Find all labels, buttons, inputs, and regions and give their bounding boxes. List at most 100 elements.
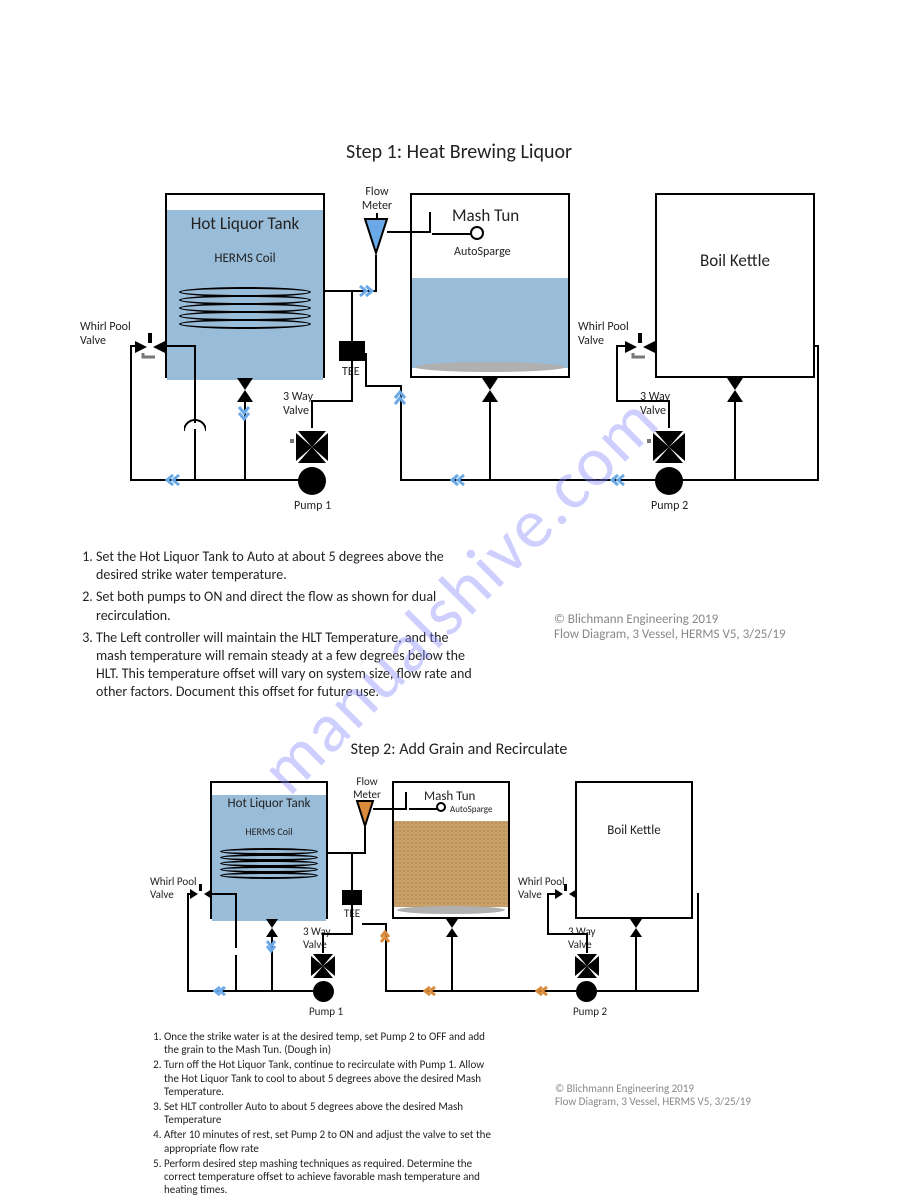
mashtun-label-2: Mash Tun bbox=[424, 789, 508, 804]
boilkettle-tank-2: Boil Kettle bbox=[575, 781, 693, 919]
whirlpool-valve-right-icon bbox=[625, 333, 655, 361]
autosparge-ring bbox=[470, 226, 484, 240]
pipe bbox=[322, 933, 324, 953]
mash-bottom-valve-icon bbox=[478, 378, 502, 402]
flow-arrow bbox=[237, 405, 251, 421]
pipe bbox=[659, 479, 819, 481]
pipe bbox=[328, 852, 366, 854]
step2-title: Step 2: Add Grain and Recirculate bbox=[0, 740, 918, 759]
pipe bbox=[579, 990, 699, 992]
flow-arrow bbox=[265, 939, 277, 953]
hlt-tank: Hot Liquor Tank HERMS Coil bbox=[165, 193, 325, 378]
threeway-left-label: 3 Way Valve bbox=[283, 390, 323, 418]
pipe bbox=[351, 290, 353, 343]
pipe bbox=[547, 933, 588, 935]
pipe bbox=[211, 893, 237, 895]
pump1-icon-2 bbox=[313, 981, 334, 1002]
pipe bbox=[616, 400, 670, 402]
pipe bbox=[365, 353, 367, 387]
copyright-line2: Flow Diagram, 3 Vessel, HERMS V5, 3/25/1… bbox=[554, 627, 786, 642]
step2-instr-5: Perform desired step mashing techniques … bbox=[164, 1157, 500, 1197]
flow-arrow bbox=[379, 930, 391, 944]
boil-bottom-valve-2 bbox=[627, 919, 645, 937]
flow-arrow bbox=[393, 390, 407, 406]
pipe bbox=[322, 933, 351, 935]
pipe bbox=[362, 923, 387, 925]
pipe bbox=[130, 345, 132, 481]
mashtun-label: Mash Tun bbox=[452, 205, 568, 226]
pipe bbox=[547, 893, 549, 935]
hlt-bottom-valve-2 bbox=[263, 919, 281, 937]
mashtun-grain bbox=[394, 821, 508, 907]
pipe bbox=[235, 893, 237, 948]
pipe bbox=[586, 933, 588, 953]
threeway-valve-left-icon-2 bbox=[307, 950, 339, 982]
pump2-label-2: Pump 2 bbox=[573, 1005, 607, 1018]
pipe bbox=[635, 936, 637, 992]
step1-copyright: © Blichmann Engineering 2019 Flow Diagra… bbox=[554, 612, 786, 642]
pipe bbox=[194, 429, 196, 481]
pipe bbox=[311, 400, 313, 428]
pipe bbox=[817, 345, 819, 481]
whirlpool-left-label: Whirl Pool Valve bbox=[80, 320, 140, 348]
pipe bbox=[405, 792, 407, 810]
hlt-label: Hot Liquor Tank bbox=[167, 213, 323, 234]
step1-instr-3: The Left controller will maintain the HL… bbox=[96, 629, 472, 702]
pipe bbox=[351, 361, 353, 402]
step2-instructions: Once the strike water is at the desired … bbox=[140, 1030, 500, 1198]
pipe bbox=[489, 401, 491, 481]
pipe bbox=[451, 936, 453, 992]
step1-instr-1: Set the Hot Liquor Tank to Auto at about… bbox=[96, 548, 472, 584]
flowmeter-label: Flow Meter bbox=[352, 185, 402, 213]
whirlpool-valve-left-icon bbox=[135, 333, 165, 361]
pipe bbox=[364, 827, 366, 854]
whirlpool-valve-left-icon-2 bbox=[190, 884, 212, 904]
tee-box-2 bbox=[342, 890, 362, 905]
pump1-label: Pump 1 bbox=[294, 499, 331, 513]
boilkettle-label: Boil Kettle bbox=[657, 250, 813, 271]
mashtun-tank-2: Mash Tun AutoSparge bbox=[392, 781, 510, 919]
mash-bottom-valve-2 bbox=[443, 919, 461, 937]
pipe bbox=[351, 905, 353, 935]
boilkettle-tank: Boil Kettle bbox=[655, 193, 815, 378]
pipe bbox=[187, 990, 237, 992]
flowmeter-icon bbox=[363, 217, 389, 257]
step2-instr-4: After 10 minutes of rest, set Pump 2 to … bbox=[164, 1128, 500, 1154]
flowmeter-label-2: Flow Meter bbox=[347, 775, 387, 801]
autosparge-arm bbox=[432, 233, 472, 235]
pump1-label-2: Pump 1 bbox=[309, 1005, 343, 1018]
mashtun-tank: Mash Tun AutoSparge bbox=[410, 193, 570, 378]
copyright-line1: © Blichmann Engineering 2019 bbox=[554, 612, 786, 627]
whirlpool-valve-right-icon-2 bbox=[555, 884, 577, 904]
boil-bottom-valve-icon bbox=[723, 378, 747, 402]
threeway-valve-right-icon bbox=[647, 425, 691, 469]
pipe bbox=[697, 893, 699, 992]
pump2-label: Pump 2 bbox=[651, 499, 688, 513]
threeway-valve-left-icon bbox=[290, 425, 334, 469]
flowmeter-icon-2 bbox=[355, 799, 375, 829]
pipe bbox=[235, 955, 237, 992]
step1-instr-2: Set both pumps to ON and direct the flow… bbox=[96, 588, 472, 624]
herms-coil-2 bbox=[220, 848, 318, 878]
step1-title: Step 1: Heat Brewing Liquor bbox=[0, 140, 918, 164]
hlt-label-2: Hot Liquor Tank bbox=[212, 796, 326, 811]
threeway-valve-right-icon-2 bbox=[571, 950, 603, 982]
pipe bbox=[616, 345, 627, 347]
pipe bbox=[365, 385, 402, 387]
flow-arrow bbox=[213, 985, 227, 997]
step2-diagram: Hot Liquor Tank HERMS Coil Mash Tun Auto… bbox=[155, 775, 725, 1025]
autosparge-label: AutoSparge bbox=[454, 245, 511, 259]
step1-instructions: Set the Hot Liquor Tank to Auto at about… bbox=[72, 548, 472, 706]
threeway-left-label-2: 3 Way Valve bbox=[303, 925, 338, 951]
herms-label: HERMS Coil bbox=[167, 251, 323, 266]
pipe bbox=[387, 231, 431, 233]
pump1-icon bbox=[298, 467, 326, 495]
flow-arrow bbox=[450, 473, 466, 487]
autosparge-ring-2 bbox=[436, 802, 446, 812]
pipe bbox=[616, 345, 618, 402]
step2-copyright: © Blichmann Engineering 2019 Flow Diagra… bbox=[555, 1082, 751, 1108]
copyright-line1-2: © Blichmann Engineering 2019 bbox=[555, 1082, 751, 1095]
pipe bbox=[311, 400, 352, 402]
step2-instr-2: Turn off the Hot Liquor Tank, continue t… bbox=[164, 1058, 500, 1098]
boilkettle-label-2: Boil Kettle bbox=[577, 823, 691, 838]
